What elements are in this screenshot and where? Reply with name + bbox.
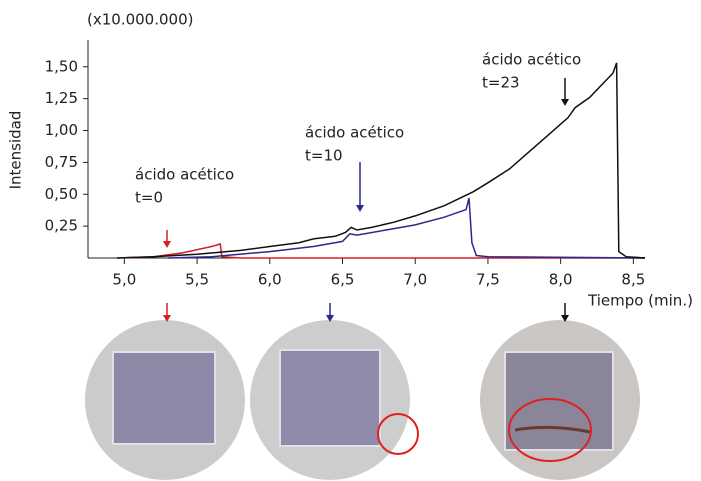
line	[117, 243, 645, 259]
unit-label: (x10.000.000)	[87, 11, 193, 29]
annotation: t=23	[482, 74, 520, 92]
photos	[85, 320, 640, 480]
y-tick-label: 1,25	[45, 89, 78, 107]
x-tick-label: 7,5	[476, 271, 500, 289]
x-tick-label: 6,5	[331, 271, 355, 289]
line	[117, 62, 646, 259]
y-tick-label: 0,25	[45, 217, 78, 235]
x-tick-label: 8,0	[549, 271, 573, 289]
x-axis-label: Tiempo (min.)	[587, 292, 693, 310]
x-tick-label: 7,0	[403, 271, 427, 289]
y-axis-label: Intensidad	[7, 111, 25, 190]
x-tick-label: 6,0	[258, 271, 282, 289]
annotation: ácido acético	[482, 51, 581, 69]
line	[167, 197, 646, 259]
annotation-arrowhead	[163, 241, 171, 248]
annotation: t=0	[135, 189, 163, 207]
x-tick-label: 8,5	[621, 271, 645, 289]
y-tick-label: 1,00	[45, 121, 78, 139]
annotation: ácido acético	[135, 166, 234, 184]
x-tick-label: 5,5	[185, 271, 209, 289]
y-tick-label: 1,50	[45, 57, 78, 75]
y-tick-label: 0,75	[45, 153, 78, 171]
y-tick-label: 0,50	[45, 185, 78, 203]
photo-arrowhead	[326, 315, 334, 322]
photo-arrowhead	[561, 315, 569, 322]
annotation-arrowhead	[356, 205, 364, 212]
annotation: t=10	[305, 147, 343, 165]
annotation: ácido acético	[305, 124, 404, 142]
photo-arrowhead	[163, 315, 171, 322]
annotation-arrowhead	[561, 99, 569, 106]
x-tick-label: 5,0	[112, 271, 136, 289]
